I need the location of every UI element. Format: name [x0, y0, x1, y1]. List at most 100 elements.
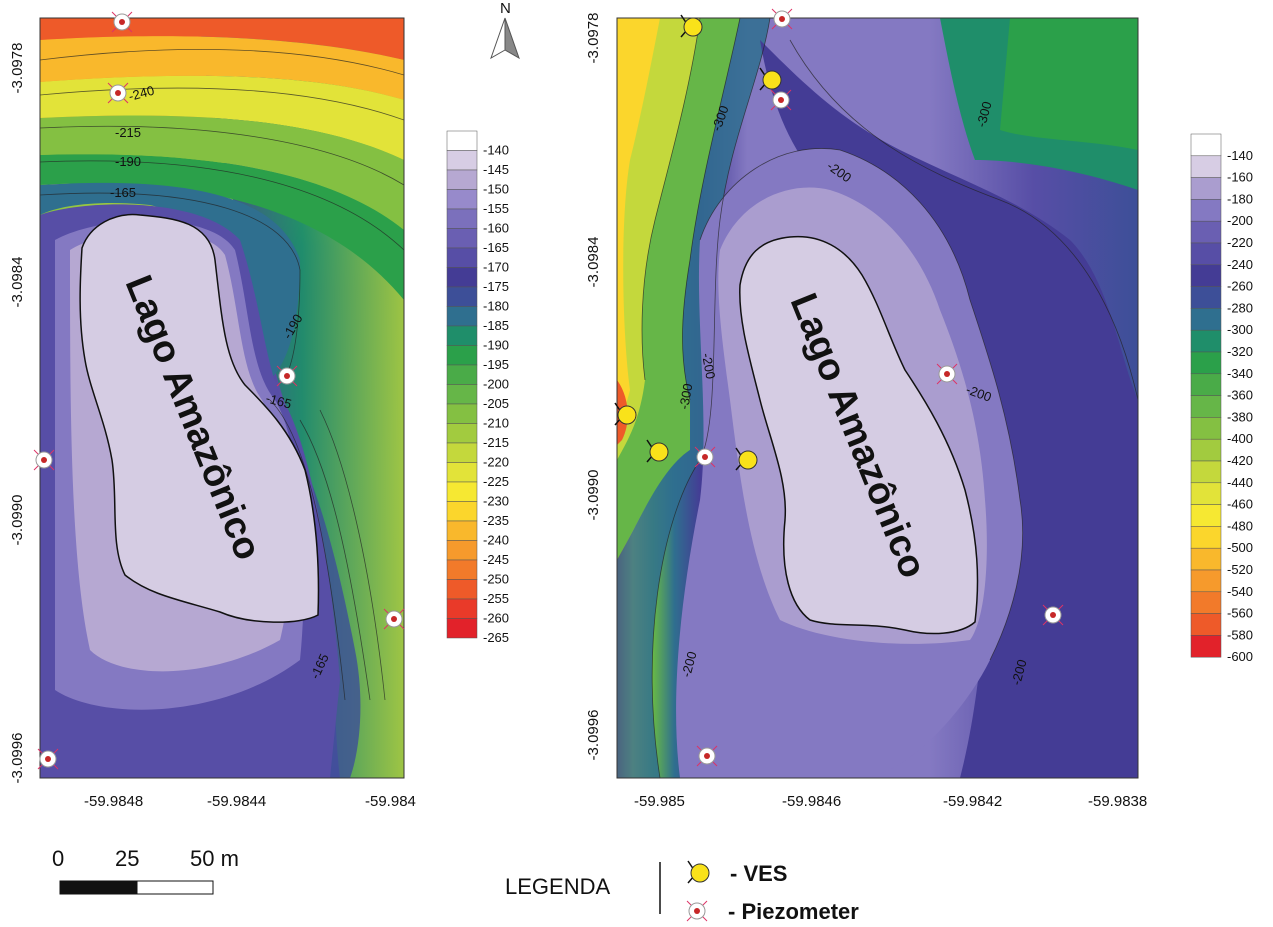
legend-value: -205 — [483, 396, 509, 411]
legend-value: -200 — [483, 377, 509, 392]
contour-label: -190 — [115, 154, 141, 169]
legend-value: -280 — [1227, 300, 1253, 315]
legend-value: -140 — [1227, 148, 1253, 163]
legend-value: -150 — [483, 182, 509, 197]
legend-swatch — [1190, 438, 1222, 462]
contour-label: -240 — [127, 83, 156, 104]
legend-swatch — [446, 384, 478, 405]
legend-value: -220 — [483, 455, 509, 470]
legend-swatch — [1190, 373, 1222, 396]
legend-swatch — [1190, 242, 1222, 266]
legend-swatch — [446, 306, 478, 327]
piezometer-marker — [694, 446, 716, 468]
legend-swatch — [446, 618, 478, 639]
legend-value: -240 — [1227, 257, 1253, 272]
left-contour-map — [40, 18, 404, 778]
legend-value: -200 — [1227, 213, 1253, 228]
legend-swatch — [1190, 308, 1222, 331]
legend-swatch — [1190, 460, 1222, 484]
north-arrow-icon — [490, 17, 520, 60]
scale-label: 0 — [52, 846, 64, 871]
legend-swatch — [1190, 417, 1222, 440]
y-tick-label: -3.0984 — [9, 257, 26, 308]
legend-swatch — [446, 579, 478, 600]
legend-value: -260 — [483, 611, 509, 626]
legend-swatch — [1190, 635, 1222, 658]
left-lake — [79, 213, 320, 623]
ves-legend-label: - VES — [730, 861, 787, 886]
legend-swatch — [1190, 591, 1222, 614]
legend-swatch — [446, 462, 478, 483]
x-tick-label: -59.9846 — [782, 793, 841, 810]
contour-label: -215 — [115, 125, 141, 140]
legend-swatch — [446, 247, 478, 268]
legend-value: -260 — [1227, 279, 1253, 294]
contour-label: -165 — [110, 185, 136, 200]
legend-swatch — [1190, 133, 1222, 157]
piezometer-marker — [770, 89, 792, 111]
legend-swatch — [446, 598, 478, 619]
y-tick-label: -3.0996 — [9, 733, 26, 784]
legend-swatch — [1190, 220, 1222, 244]
ves-marker — [680, 14, 703, 38]
legend-value: -460 — [1227, 497, 1253, 512]
legend-swatch — [446, 286, 478, 307]
left-x-axis: -59.9848 -59.9844 -59.984 — [84, 793, 416, 810]
left-color-legend: -140 -145 -150 -155 -160 -165 -170 -175 -180 -185… — [446, 130, 509, 645]
ves-legend-icon — [687, 860, 710, 884]
y-tick-label: -3.0978 — [9, 43, 26, 94]
contour-label: -200 — [1008, 658, 1029, 687]
legend-value: -300 — [1227, 322, 1253, 337]
legend-swatch — [1190, 329, 1222, 353]
scale-bar: 0 25 50 m — [52, 846, 239, 895]
contour-label: -300 — [973, 100, 994, 129]
legend-swatch — [1190, 569, 1222, 593]
legend-swatch — [446, 208, 478, 229]
legend-value: -420 — [1227, 453, 1253, 468]
legend-value: -185 — [483, 318, 509, 333]
legend-value: -195 — [483, 357, 509, 372]
legend-value: -175 — [483, 279, 509, 294]
legend-value: -250 — [483, 572, 509, 587]
legend-title: LEGENDA — [505, 874, 610, 899]
legend-value: -235 — [483, 513, 509, 528]
x-tick-label: -59.9838 — [1088, 793, 1147, 810]
contour-label: -300 — [676, 382, 695, 410]
legend-swatch — [446, 540, 478, 561]
y-tick-label: -3.0990 — [9, 495, 26, 546]
legend-value: -245 — [483, 552, 509, 567]
legend-swatch — [1190, 286, 1222, 309]
legend-value: -240 — [483, 533, 509, 548]
legend-swatch — [1190, 351, 1222, 375]
legend-swatch — [446, 325, 478, 346]
legend-swatch — [446, 189, 478, 210]
right-lake — [739, 235, 979, 635]
right-y-axis: -3.0978 -3.0984 -3.0990 -3.0996 — [585, 13, 602, 761]
legend-swatch — [446, 403, 478, 424]
legend-swatch — [446, 520, 478, 541]
legend-value: -440 — [1227, 475, 1253, 490]
legend-value: -165 — [483, 240, 509, 255]
legend-swatch — [446, 559, 478, 580]
legend-swatch — [446, 267, 478, 288]
legend-value: -265 — [483, 630, 509, 645]
ves-marker — [735, 447, 758, 471]
scale-label: 50 m — [190, 846, 239, 871]
legend-value: -500 — [1227, 540, 1253, 555]
right-contour-labels: -300 -300 -200 -200 -300 -200 -200 -200 — [676, 100, 1029, 687]
legend-swatch — [1190, 177, 1222, 200]
left-y-axis: -3.0978 -3.0984 -3.0990 -3.0996 — [9, 43, 26, 784]
x-tick-label: -59.984 — [365, 793, 416, 810]
right-color-legend: -140 -160 -180 -200 -220 -240 -260 -280 -300 -320… — [1190, 133, 1253, 664]
piezometer-legend-label: - Piezometer — [728, 899, 859, 924]
right-contour-map — [617, 18, 1138, 778]
piezometer-marker — [771, 8, 793, 30]
legend-swatch — [1190, 482, 1222, 505]
y-tick-label: -3.0984 — [585, 237, 602, 288]
legend-swatch — [1190, 155, 1222, 178]
legend-value: -180 — [1227, 191, 1253, 206]
legend-value: -225 — [483, 474, 509, 489]
legend-value: -600 — [1227, 649, 1253, 664]
legend-value: -400 — [1227, 431, 1253, 446]
